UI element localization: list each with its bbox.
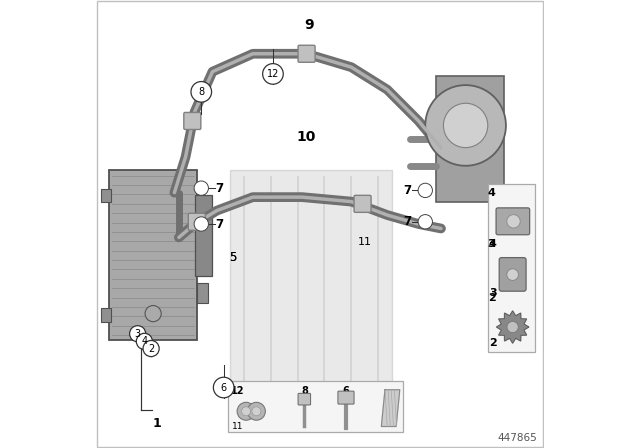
Text: 7: 7 bbox=[215, 181, 223, 195]
Text: 2: 2 bbox=[489, 338, 497, 348]
FancyBboxPatch shape bbox=[101, 308, 111, 322]
FancyBboxPatch shape bbox=[101, 189, 111, 202]
Circle shape bbox=[136, 333, 152, 349]
Circle shape bbox=[145, 306, 161, 322]
Text: 6: 6 bbox=[342, 386, 349, 396]
Text: 12: 12 bbox=[267, 69, 279, 79]
FancyBboxPatch shape bbox=[488, 184, 535, 352]
Circle shape bbox=[237, 402, 255, 420]
Circle shape bbox=[129, 326, 146, 342]
FancyBboxPatch shape bbox=[499, 258, 526, 291]
FancyBboxPatch shape bbox=[354, 195, 371, 212]
FancyBboxPatch shape bbox=[496, 208, 530, 235]
Text: 6: 6 bbox=[221, 383, 227, 392]
Text: 4: 4 bbox=[489, 239, 497, 249]
Text: 7: 7 bbox=[403, 215, 412, 228]
Text: 1: 1 bbox=[152, 417, 161, 430]
FancyBboxPatch shape bbox=[188, 213, 205, 230]
Circle shape bbox=[194, 217, 209, 231]
FancyBboxPatch shape bbox=[298, 393, 310, 405]
FancyBboxPatch shape bbox=[338, 391, 354, 404]
Circle shape bbox=[425, 85, 506, 166]
Text: 2: 2 bbox=[488, 293, 495, 303]
Text: 2: 2 bbox=[148, 344, 154, 353]
Text: 7: 7 bbox=[215, 217, 223, 231]
Circle shape bbox=[444, 103, 488, 148]
FancyBboxPatch shape bbox=[298, 45, 315, 62]
FancyBboxPatch shape bbox=[184, 112, 201, 129]
Text: 3: 3 bbox=[488, 239, 495, 249]
Circle shape bbox=[194, 181, 209, 195]
Circle shape bbox=[507, 321, 518, 333]
FancyBboxPatch shape bbox=[228, 381, 403, 432]
FancyBboxPatch shape bbox=[196, 283, 208, 303]
Text: 11: 11 bbox=[358, 237, 372, 247]
Circle shape bbox=[191, 82, 212, 102]
Text: 7: 7 bbox=[403, 184, 412, 197]
Text: 5: 5 bbox=[229, 251, 236, 264]
Text: 5: 5 bbox=[229, 251, 236, 264]
FancyBboxPatch shape bbox=[195, 195, 212, 276]
Circle shape bbox=[418, 215, 433, 229]
Circle shape bbox=[252, 407, 261, 416]
Circle shape bbox=[418, 183, 433, 198]
Circle shape bbox=[507, 269, 518, 280]
Text: 4: 4 bbox=[488, 188, 495, 198]
FancyBboxPatch shape bbox=[196, 208, 208, 228]
Text: 12: 12 bbox=[231, 386, 244, 396]
Text: 447865: 447865 bbox=[497, 433, 538, 443]
Polygon shape bbox=[381, 390, 400, 426]
Text: 11: 11 bbox=[232, 422, 244, 431]
FancyBboxPatch shape bbox=[230, 170, 392, 403]
Circle shape bbox=[262, 64, 284, 84]
FancyBboxPatch shape bbox=[109, 170, 196, 340]
Text: 3: 3 bbox=[134, 329, 141, 339]
Circle shape bbox=[248, 402, 266, 420]
Text: 8: 8 bbox=[198, 87, 204, 97]
Text: 9: 9 bbox=[304, 17, 314, 32]
Circle shape bbox=[507, 215, 520, 228]
Circle shape bbox=[143, 340, 159, 357]
FancyBboxPatch shape bbox=[436, 76, 504, 202]
Text: 10: 10 bbox=[297, 129, 316, 144]
Polygon shape bbox=[497, 311, 529, 343]
Circle shape bbox=[213, 377, 234, 398]
Text: 4: 4 bbox=[141, 336, 147, 346]
Text: 8: 8 bbox=[301, 386, 308, 396]
Circle shape bbox=[242, 407, 250, 416]
Text: 3: 3 bbox=[489, 289, 497, 298]
